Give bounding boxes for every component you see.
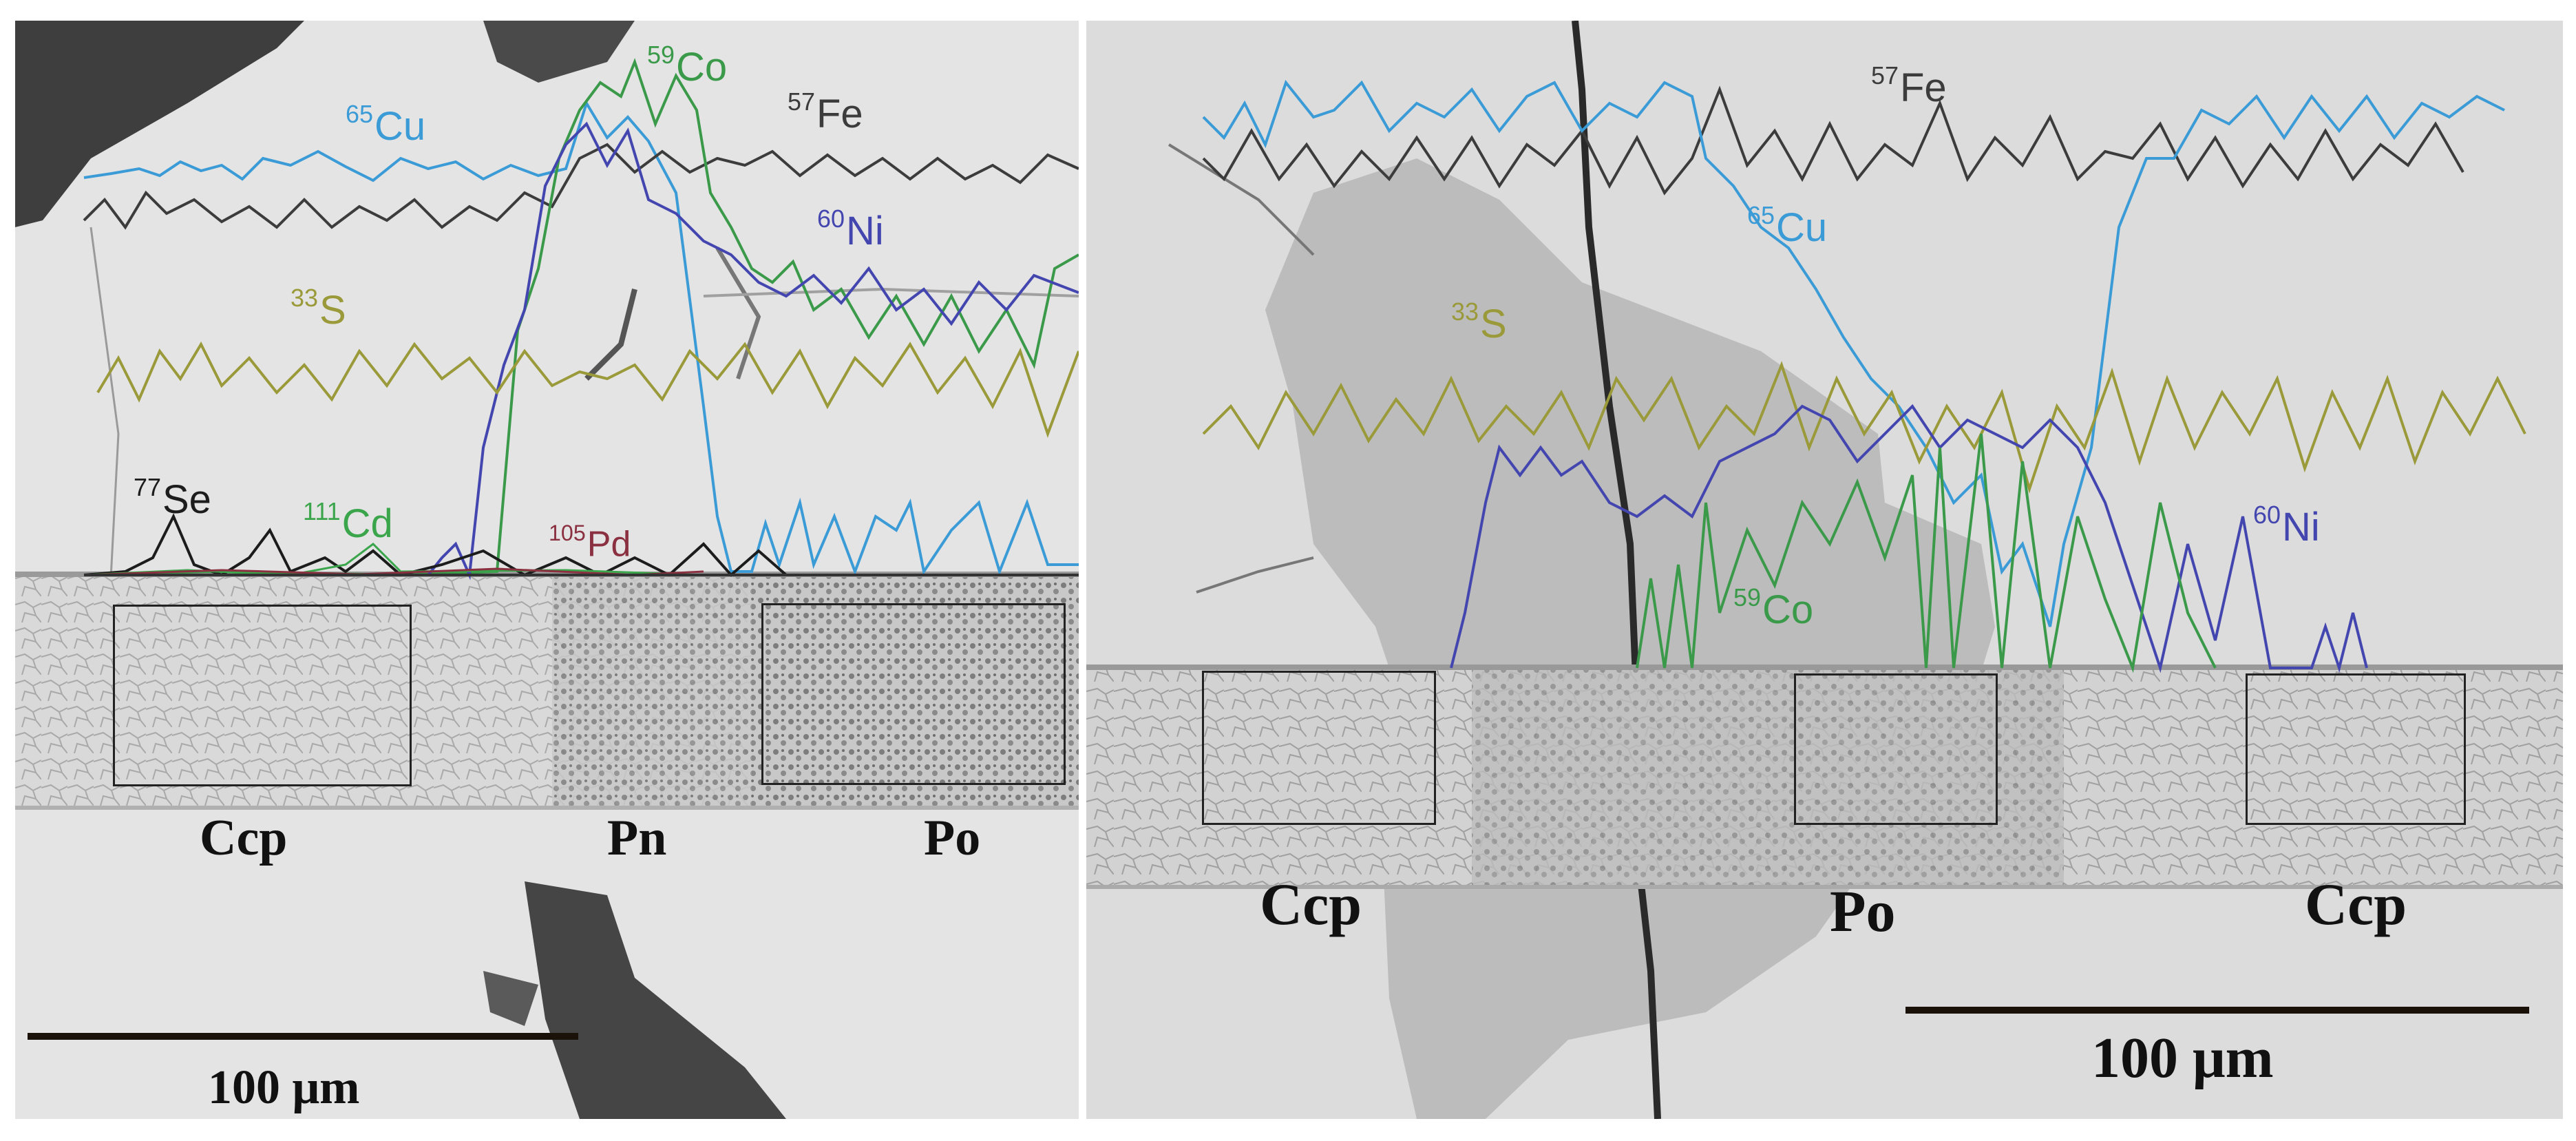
label-ni: 60Ni <box>2253 501 2320 550</box>
analysis-box-ccp-right <box>2246 673 2466 825</box>
right-micrograph-panel: 57Fe 65Cu 33S 60Ni 59Co Ccp Po Ccp 100 μ… <box>1086 21 2563 1119</box>
phase-label-po: Po <box>924 810 981 866</box>
s-trace-left <box>96 341 1079 438</box>
phase-label-po: Po <box>1830 878 1896 944</box>
label-s: 33S <box>1451 297 1507 347</box>
scale-bar-left <box>28 1033 578 1040</box>
label-se: 77Se <box>134 473 211 523</box>
label-cd: 111Cd <box>303 497 393 547</box>
fe-trace-right <box>1202 85 2464 196</box>
cu-trace-left <box>83 100 1079 576</box>
label-co: 59Co <box>647 41 728 90</box>
phase-label-ccp: Ccp <box>200 810 288 866</box>
label-ni: 60Ni <box>817 205 884 254</box>
analysis-box-ccp-left <box>1202 671 1436 825</box>
label-fe: 57Fe <box>788 87 863 137</box>
phase-label-ccp-left: Ccp <box>1260 871 1362 937</box>
scale-bar-label-right: 100 μm <box>2091 1026 2274 1090</box>
fe-trace-left <box>83 143 1079 230</box>
analysis-box-po <box>1794 673 1998 825</box>
label-co: 59Co <box>1733 583 1814 633</box>
scale-bar-right <box>1905 1007 2529 1014</box>
s-trace-right <box>1202 361 2526 494</box>
scale-bar-label-left: 100 μm <box>208 1061 360 1114</box>
label-s: 33S <box>291 284 346 333</box>
ni-trace-left <box>427 121 1079 580</box>
ni-trace-right <box>1450 404 2368 673</box>
label-fe: 57Fe <box>1871 61 1947 111</box>
label-cu: 65Cu <box>346 100 426 149</box>
co-trace-right <box>1636 433 2217 673</box>
analysis-box-ccp <box>113 605 412 786</box>
phase-label-ccp-right: Ccp <box>2305 871 2407 937</box>
co-trace-left <box>83 58 1079 577</box>
cu-trace-right <box>1202 79 2505 627</box>
analysis-box-po <box>761 603 1066 785</box>
right-micrograph-image <box>1086 21 2563 1119</box>
left-micrograph-panel: 65Cu 59Co 57Fe 60Ni 33S 77Se 111Cd 105Pd… <box>15 21 1079 1119</box>
phase-label-pn: Pn <box>607 810 667 866</box>
label-cu: 65Cu <box>1747 201 1828 251</box>
label-pd: 105Pd <box>549 521 631 565</box>
left-micrograph-image <box>15 21 1079 1119</box>
